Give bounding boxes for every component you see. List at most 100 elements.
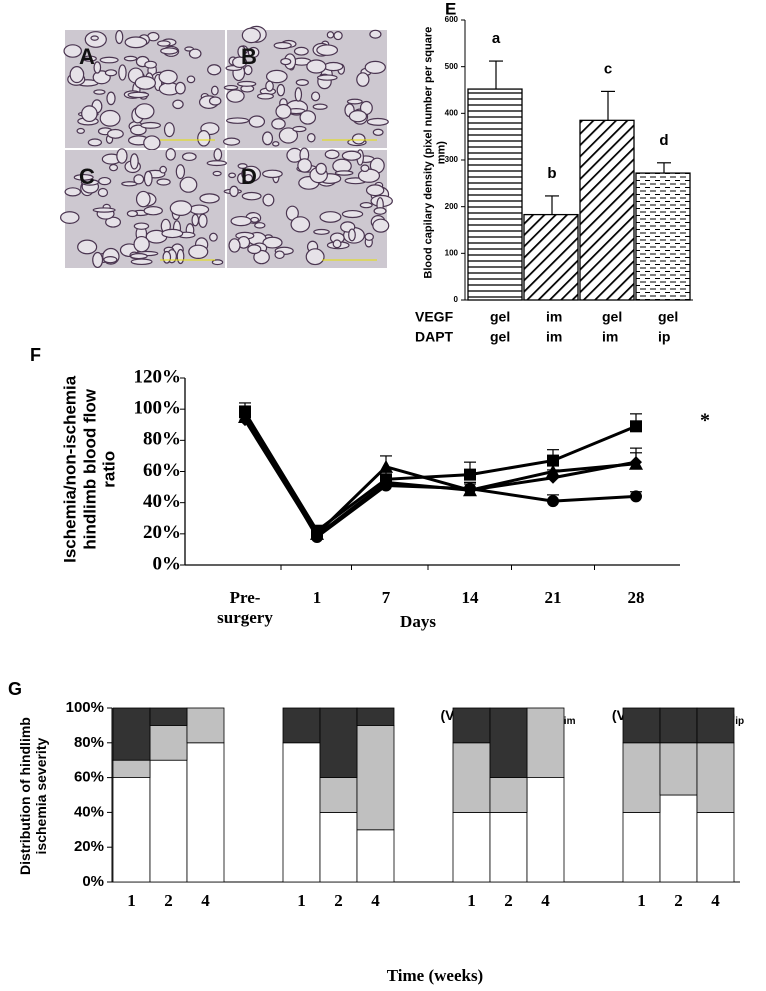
cell — [157, 40, 171, 47]
bar-segment — [526, 707, 565, 778]
image-label: D — [241, 164, 257, 189]
cell — [230, 215, 252, 227]
cell — [275, 103, 292, 119]
y-tick-label: 0% — [153, 553, 182, 574]
cell — [60, 211, 80, 224]
x-tick-label: im — [546, 329, 562, 345]
cell — [181, 152, 197, 162]
cell — [130, 258, 153, 266]
y-tick-label: 500 — [445, 62, 459, 71]
x-tick-label: 2 — [164, 891, 173, 910]
cell — [324, 149, 340, 160]
cell — [247, 46, 260, 58]
x-tick-label: 4 — [711, 891, 720, 910]
bar-segment — [659, 794, 698, 883]
marker — [547, 471, 559, 484]
bar-segment — [356, 707, 395, 726]
bar-segment — [452, 742, 491, 813]
cell — [315, 162, 327, 175]
cell — [237, 45, 247, 58]
x-tick-label: 4 — [201, 891, 210, 910]
cell — [140, 121, 161, 129]
y-tick-label: 100% — [134, 398, 182, 419]
x-tick-label: Pre- surgery — [217, 588, 273, 627]
cell — [357, 168, 381, 183]
y-tick-label: 80% — [143, 429, 181, 450]
cell — [82, 55, 97, 62]
y-tick-label: 600 — [445, 15, 459, 24]
cell — [306, 133, 316, 143]
bar-segment — [319, 777, 358, 813]
cell — [97, 187, 109, 198]
cell — [213, 148, 223, 161]
y-tick-label: 120% — [134, 366, 182, 387]
marker — [547, 495, 559, 508]
group-title-sub: im — [564, 716, 576, 727]
marker — [630, 490, 642, 503]
cell — [176, 248, 185, 265]
cell — [127, 91, 150, 99]
bar-segment — [526, 777, 565, 883]
series-line — [243, 419, 637, 538]
x-tick-label: gel — [490, 329, 510, 345]
x-tick-label: im — [546, 309, 562, 325]
cell — [107, 128, 124, 139]
cell — [143, 170, 153, 187]
cell — [237, 80, 257, 87]
x-tick-label: 2 — [334, 891, 343, 910]
cell — [359, 202, 373, 209]
cell — [118, 64, 127, 81]
cell — [250, 216, 260, 223]
cell — [188, 244, 209, 259]
cell — [143, 205, 163, 216]
x-tick-label: 21 — [544, 588, 562, 607]
y-tick-label: 20% — [74, 838, 104, 855]
bar-segment — [622, 812, 661, 883]
cell — [226, 89, 245, 103]
x-tick-label: gel — [490, 309, 510, 325]
cell — [169, 200, 193, 216]
cell — [369, 29, 382, 39]
x-axis-label: Days — [400, 612, 436, 631]
cell — [332, 239, 342, 249]
y-tick-label: 20% — [143, 522, 181, 543]
x-tick-label: 4 — [541, 891, 550, 910]
cell — [179, 176, 198, 193]
marker — [379, 459, 393, 473]
cell — [228, 238, 241, 253]
cell — [365, 184, 385, 197]
cell — [273, 41, 292, 50]
cell — [262, 131, 274, 146]
x-tick-label: 1 — [297, 891, 306, 910]
x-tick-label: 28 — [627, 588, 645, 607]
cell — [116, 148, 128, 164]
cell — [248, 115, 266, 128]
cell — [143, 135, 161, 151]
cell — [126, 210, 138, 218]
cell — [262, 236, 283, 249]
x-tick-label: ip — [658, 329, 670, 345]
x-tick-label: 1 — [312, 588, 322, 607]
cell — [356, 72, 370, 87]
cell — [103, 256, 118, 264]
cell — [92, 251, 104, 269]
cell — [206, 160, 228, 167]
cell — [290, 216, 311, 233]
bar — [579, 119, 635, 301]
cell — [228, 172, 236, 179]
cell — [312, 103, 328, 110]
cell — [360, 164, 370, 173]
cell — [297, 158, 312, 173]
cell — [306, 59, 327, 74]
x-tick-label: 7 — [381, 588, 391, 607]
cell — [243, 174, 254, 183]
cell — [274, 250, 285, 260]
y-tick-label: 100 — [445, 248, 459, 257]
cell — [133, 235, 150, 253]
cell — [197, 130, 211, 147]
cell — [295, 78, 309, 86]
cell — [134, 103, 155, 120]
cell — [210, 85, 219, 96]
bar-segment — [659, 707, 698, 744]
